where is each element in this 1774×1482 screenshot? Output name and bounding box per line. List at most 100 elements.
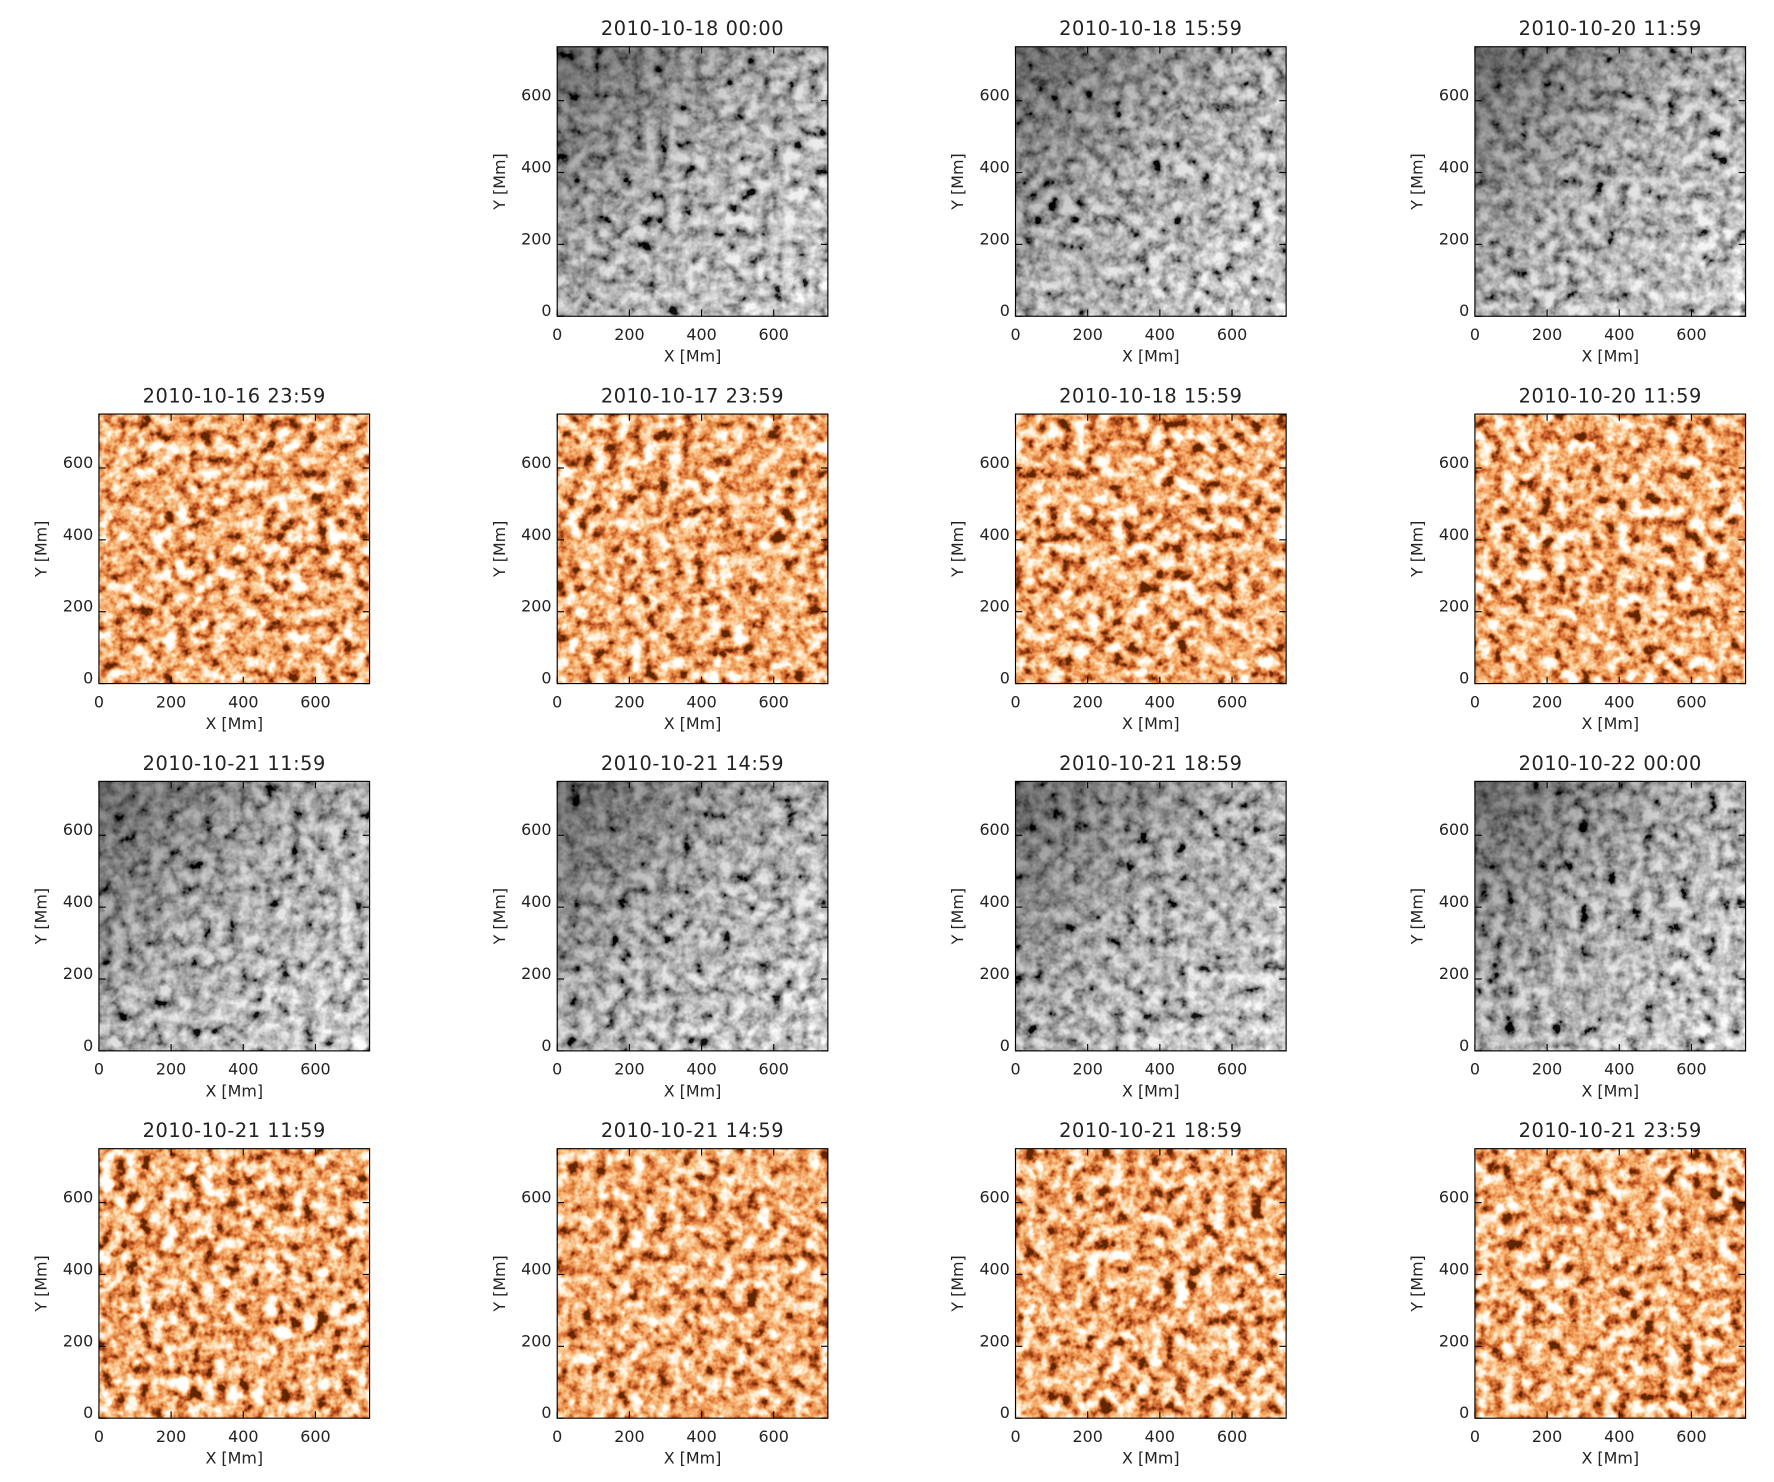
y-tick-label: 0	[541, 301, 551, 320]
x-tick-label: 200	[614, 692, 644, 711]
y-tick-label: 400	[521, 525, 551, 544]
x-axis-label: X [Mm]	[1122, 347, 1180, 366]
x-axis-label: X [Mm]	[1122, 1449, 1180, 1468]
image-panel	[98, 414, 370, 684]
y-tick-label: 600	[1439, 86, 1469, 105]
limb-shading	[1474, 46, 1746, 317]
y-tick-label: 200	[63, 597, 93, 616]
panel-title: 2010-10-21 11:59	[143, 752, 326, 775]
y-tick-label: 200	[521, 964, 551, 983]
panel-title: 2010-10-21 11:59	[143, 1119, 326, 1142]
y-tick-label: 400	[63, 892, 93, 911]
limb-shading	[1015, 46, 1287, 317]
panel-title: 2010-10-20 11:59	[1519, 17, 1702, 40]
y-tick-label: 600	[1439, 1188, 1469, 1207]
y-tick-label: 0	[83, 669, 93, 688]
x-tick-label: 400	[686, 325, 716, 344]
y-tick-label: 400	[63, 525, 93, 544]
x-tick-label: 0	[1010, 325, 1020, 344]
x-tick-label: 600	[1676, 692, 1706, 711]
y-axis-label: Y [Mm]	[948, 153, 967, 210]
x-tick-label: 200	[156, 692, 186, 711]
panel-title: 2010-10-21 18:59	[1059, 1119, 1242, 1142]
image-panel	[1474, 414, 1746, 684]
y-tick-label: 200	[521, 597, 551, 616]
x-tick-label: 200	[156, 1427, 186, 1446]
y-tick-label: 200	[979, 229, 1009, 248]
x-tick-label: 200	[1072, 325, 1102, 344]
y-tick-label: 400	[521, 157, 551, 176]
y-axis-label: Y [Mm]	[32, 521, 51, 578]
x-axis-label: X [Mm]	[205, 1449, 263, 1468]
axes-frame	[1014, 413, 1287, 685]
y-tick-label: 400	[1439, 1259, 1469, 1278]
panel-title: 2010-10-18 15:59	[1059, 17, 1242, 40]
x-tick-label: 0	[1010, 1427, 1020, 1446]
y-axis-label: Y [Mm]	[1408, 888, 1427, 945]
x-tick-label: 0	[552, 692, 562, 711]
y-tick-label: 400	[63, 1259, 93, 1278]
x-axis-label: X [Mm]	[1581, 714, 1639, 733]
y-tick-label: 0	[541, 669, 551, 688]
x-axis-label: X [Mm]	[1122, 714, 1180, 733]
y-tick-label: 600	[521, 820, 551, 839]
panel-title: 2010-10-21 18:59	[1059, 752, 1242, 775]
x-tick-label: 600	[300, 1427, 330, 1446]
x-tick-label: 200	[1072, 1427, 1102, 1446]
x-axis-label: X [Mm]	[1581, 1081, 1639, 1100]
limb-shading	[557, 46, 828, 317]
panel-title: 2010-10-21 14:59	[601, 752, 784, 775]
limb-shading	[557, 781, 828, 1051]
x-axis-label: X [Mm]	[664, 347, 722, 366]
x-tick-label: 400	[686, 1060, 716, 1079]
y-tick-label: 600	[1439, 453, 1469, 472]
x-tick-label: 400	[228, 1427, 258, 1446]
y-tick-label: 0	[83, 1036, 93, 1055]
x-axis-label: X [Mm]	[664, 714, 722, 733]
axes-frame	[556, 413, 829, 685]
x-axis-label: X [Mm]	[205, 714, 263, 733]
image-panel	[1015, 414, 1287, 684]
y-tick-label: 0	[1459, 669, 1469, 688]
x-tick-label: 0	[94, 1427, 104, 1446]
y-tick-label: 600	[979, 453, 1009, 472]
y-tick-label: 600	[521, 1188, 551, 1207]
x-tick-label: 0	[1010, 1060, 1020, 1079]
axes-frame	[1474, 413, 1747, 685]
x-tick-label: 600	[1217, 325, 1247, 344]
y-axis-label: Y [Mm]	[490, 521, 509, 578]
axes-frame	[1014, 46, 1287, 317]
x-tick-label: 0	[552, 325, 562, 344]
y-tick-label: 0	[1459, 1036, 1469, 1055]
panel-title: 2010-10-16 23:59	[143, 385, 326, 408]
x-tick-label: 200	[614, 1427, 644, 1446]
y-tick-label: 0	[1000, 1403, 1010, 1422]
y-tick-label: 200	[1439, 597, 1469, 616]
x-tick-label: 200	[156, 1060, 186, 1079]
axes-frame	[98, 1148, 371, 1419]
x-tick-label: 600	[759, 325, 789, 344]
x-tick-label: 0	[1470, 1427, 1480, 1446]
y-axis-label: Y [Mm]	[490, 1255, 509, 1312]
y-tick-label: 200	[63, 964, 93, 983]
y-axis-label: Y [Mm]	[948, 521, 967, 578]
y-tick-label: 400	[979, 892, 1009, 911]
y-tick-label: 0	[1459, 301, 1469, 320]
axes-frame	[1474, 46, 1747, 317]
panel-title: 2010-10-18 15:59	[1059, 385, 1242, 408]
panel-title: 2010-10-17 23:59	[601, 385, 784, 408]
x-tick-label: 600	[300, 1060, 330, 1079]
y-axis-label: Y [Mm]	[1408, 153, 1427, 210]
x-tick-label: 400	[1145, 325, 1175, 344]
x-tick-label: 200	[1532, 1060, 1562, 1079]
y-tick-label: 400	[521, 1259, 551, 1278]
x-tick-label: 200	[1532, 325, 1562, 344]
y-tick-label: 0	[83, 1403, 93, 1422]
y-axis-label: Y [Mm]	[32, 1255, 51, 1312]
axes-frame	[1474, 780, 1747, 1052]
x-tick-label: 600	[759, 1060, 789, 1079]
y-tick-label: 600	[979, 820, 1009, 839]
y-axis-label: Y [Mm]	[490, 153, 509, 210]
axes-frame	[1474, 1148, 1747, 1419]
panel-title: 2010-10-20 11:59	[1519, 385, 1702, 408]
